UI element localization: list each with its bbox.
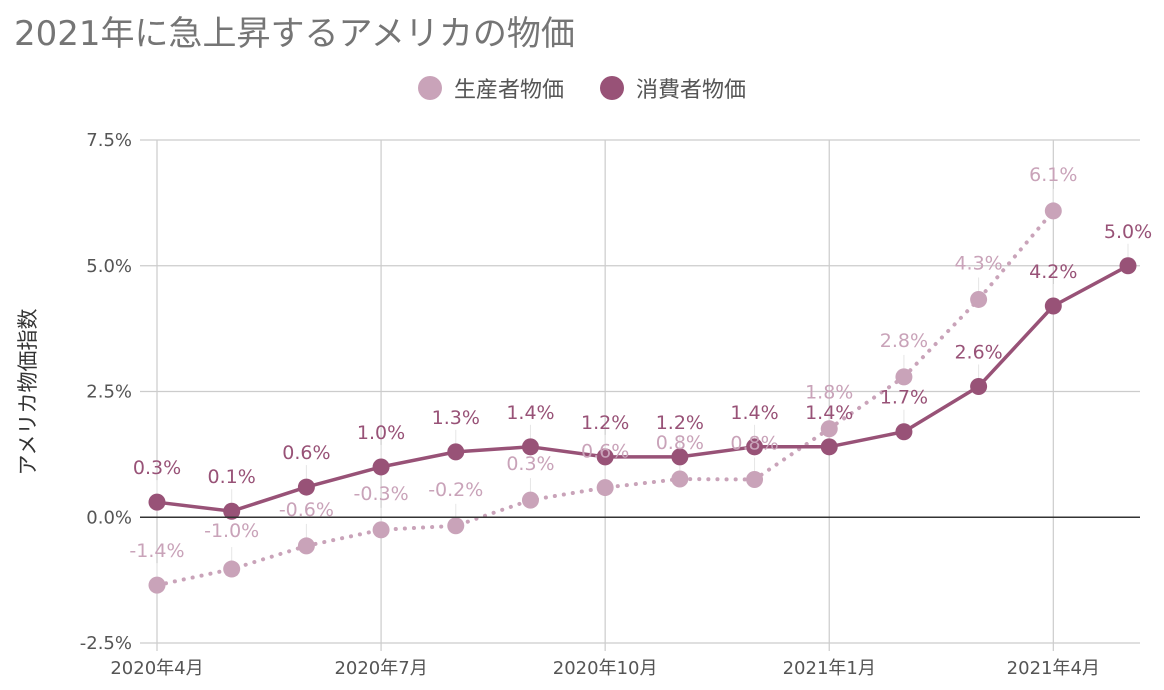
data-label-0: 1.8% (805, 382, 853, 404)
data-point-1 (447, 443, 465, 461)
data-point-1 (746, 438, 764, 456)
legend-item-cpi[interactable]: 消費者物価 (600, 72, 746, 104)
data-point-1 (372, 458, 390, 476)
data-point-1 (820, 438, 838, 456)
data-point-0 (297, 537, 315, 555)
y-tick-label: 0.0% (86, 507, 132, 528)
x-tick-label: 2020年10月 (553, 658, 658, 679)
data-point-1 (223, 502, 241, 520)
y-tick-label: 2.5% (86, 382, 132, 403)
legend-label-cpi: 消費者物価 (636, 78, 747, 103)
data-label-1: 4.2% (1029, 261, 1077, 283)
series-line-1 (155, 264, 1130, 513)
data-point-0 (970, 290, 988, 308)
data-label-0: 0.8% (656, 432, 704, 454)
data-label-0: -0.6% (279, 499, 334, 521)
data-point-1 (297, 478, 315, 496)
y-tick-label: 5.0% (86, 256, 132, 277)
data-point-0 (223, 560, 241, 578)
legend-swatch-cpi (600, 76, 624, 100)
data-point-0 (596, 479, 614, 497)
x-tick-label: 2020年4月 (110, 658, 203, 679)
data-point-0 (148, 576, 166, 594)
data-label-1: 1.4% (805, 402, 853, 424)
data-point-1 (671, 448, 689, 466)
data-label-0: 0.3% (506, 453, 554, 475)
data-label-1: 0.6% (282, 442, 330, 464)
data-label-1: 2.6% (954, 341, 1002, 363)
data-point-1 (970, 377, 988, 395)
data-point-0 (521, 491, 539, 509)
data-label-1: 0.3% (133, 457, 181, 479)
data-label-1: 0.1% (208, 466, 256, 488)
x-tick-label: 2021年1月 (783, 658, 876, 679)
legend: 生産者物価 消費者物価 (0, 72, 1164, 104)
x-tick-label: 2021年4月 (1007, 658, 1100, 679)
data-label-1: 1.2% (581, 412, 629, 434)
data-point-0 (1044, 202, 1062, 220)
data-label-0: -0.3% (354, 483, 409, 505)
data-label-1: 1.2% (656, 412, 704, 434)
data-point-0 (671, 470, 689, 488)
data-label-1: 1.3% (432, 407, 480, 429)
data-label-1: 1.7% (880, 387, 928, 409)
data-label-1: 1.4% (506, 402, 554, 424)
data-point-1 (1044, 297, 1062, 315)
data-point-1 (521, 438, 539, 456)
data-point-1 (148, 493, 166, 511)
legend-label-ppi: 生産者物価 (453, 78, 564, 103)
legend-item-ppi[interactable]: 生産者物価 (417, 72, 564, 104)
data-point-1 (596, 448, 614, 466)
data-point-0 (820, 420, 838, 438)
data-point-1 (1119, 257, 1137, 275)
data-point-0 (447, 517, 465, 535)
chart-title: 2021年に急上昇するアメリカの物価 (14, 14, 575, 54)
data-label-0: -0.2% (428, 479, 483, 501)
data-label-0: 6.1% (1029, 164, 1077, 186)
data-label-0: 0.6% (581, 441, 629, 463)
data-label-0: -1.4% (129, 540, 184, 562)
data-label-0: 2.8% (880, 330, 928, 352)
data-label-0: 4.3% (954, 252, 1002, 274)
data-label-1: 1.4% (730, 402, 778, 424)
data-point-1 (895, 423, 913, 441)
data-label-1: 5.0% (1104, 221, 1152, 243)
data-label-1: 1.0% (357, 422, 405, 444)
data-label-0: -1.0% (204, 520, 259, 542)
y-tick-label: 7.5% (86, 130, 132, 151)
data-label-0: 0.8% (730, 433, 778, 455)
legend-swatch-ppi (417, 76, 442, 100)
data-point-0 (372, 521, 390, 539)
data-point-0 (746, 471, 764, 489)
y-axis-label: アメリカ物価指数 (16, 309, 40, 476)
x-tick-label: 2020年7月 (334, 658, 427, 679)
data-point-0 (895, 368, 913, 386)
y-tick-label: -2.5% (80, 633, 132, 654)
